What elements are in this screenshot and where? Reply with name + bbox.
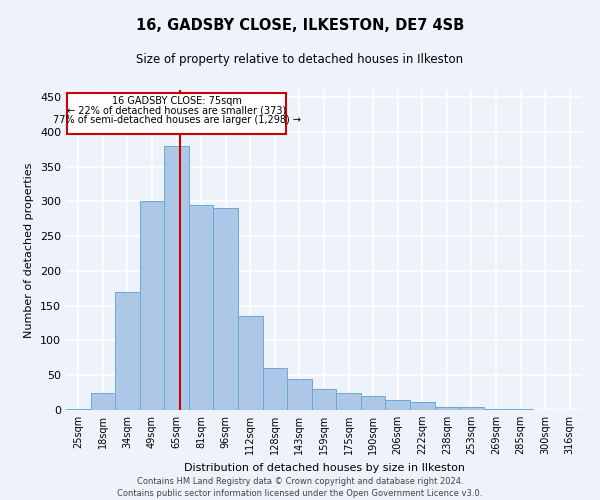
Y-axis label: Number of detached properties: Number of detached properties <box>25 162 34 338</box>
Bar <box>140 202 164 410</box>
Bar <box>361 396 385 410</box>
Bar <box>263 368 287 410</box>
Bar <box>434 406 459 410</box>
Bar <box>385 400 410 410</box>
Text: 77% of semi-detached houses are larger (1,298) →: 77% of semi-detached houses are larger (… <box>53 115 301 125</box>
Bar <box>312 389 336 410</box>
Text: Contains public sector information licensed under the Open Government Licence v3: Contains public sector information licen… <box>118 489 482 498</box>
Text: Contains HM Land Registry data © Crown copyright and database right 2024.: Contains HM Land Registry data © Crown c… <box>137 478 463 486</box>
Text: Size of property relative to detached houses in Ilkeston: Size of property relative to detached ho… <box>136 52 464 66</box>
Bar <box>410 402 434 410</box>
Bar <box>287 378 312 410</box>
X-axis label: Distribution of detached houses by size in Ilkeston: Distribution of detached houses by size … <box>184 462 464 472</box>
Bar <box>484 408 508 410</box>
Bar <box>66 408 91 410</box>
Bar <box>214 208 238 410</box>
Bar <box>67 94 286 134</box>
Bar <box>164 146 189 410</box>
Text: 16 GADSBY CLOSE: 75sqm: 16 GADSBY CLOSE: 75sqm <box>112 96 242 106</box>
Bar <box>459 406 484 410</box>
Text: 16, GADSBY CLOSE, ILKESTON, DE7 4SB: 16, GADSBY CLOSE, ILKESTON, DE7 4SB <box>136 18 464 32</box>
Text: ← 22% of detached houses are smaller (373): ← 22% of detached houses are smaller (37… <box>67 106 286 116</box>
Bar <box>189 205 214 410</box>
Bar <box>238 316 263 410</box>
Bar <box>336 392 361 410</box>
Bar <box>115 292 140 410</box>
Bar <box>91 392 115 410</box>
